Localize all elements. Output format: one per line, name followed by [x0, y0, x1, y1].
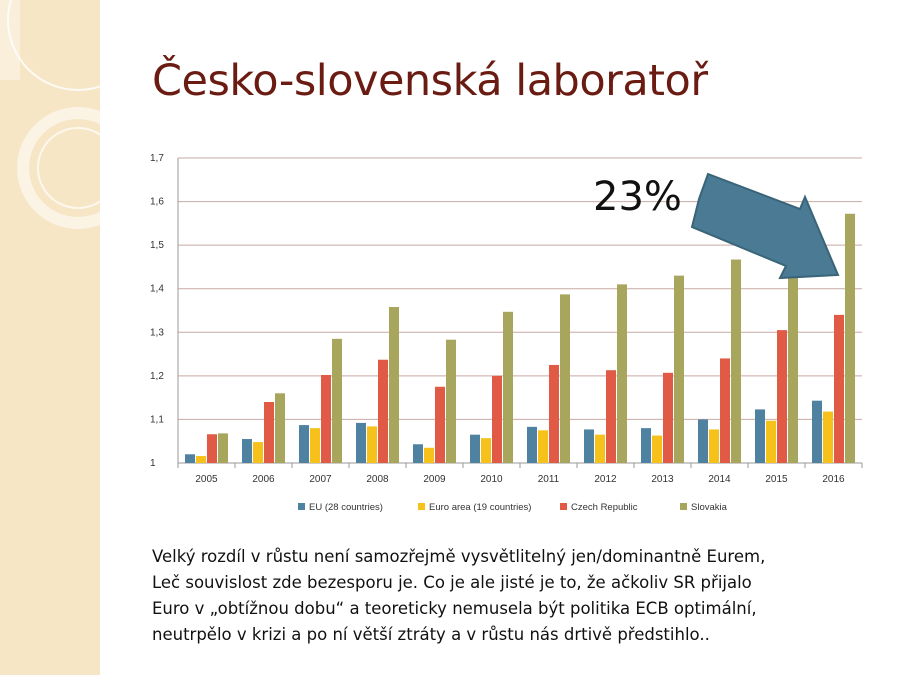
annotation-arrow	[690, 172, 840, 280]
body-line: Euro v „obtížnou dobu“ a teoreticky nemu…	[152, 599, 757, 618]
bar	[503, 311, 513, 463]
bar	[356, 422, 366, 463]
legend-swatch	[298, 503, 305, 510]
y-tick-label: 1,6	[150, 197, 164, 208]
bar	[812, 400, 822, 463]
x-tick-label: 2007	[309, 474, 332, 485]
x-tick-label: 2011	[538, 474, 560, 485]
bar	[720, 358, 730, 463]
bar	[253, 442, 263, 463]
slide-title: Česko-slovenská laboratoř	[152, 56, 708, 106]
bar	[481, 438, 491, 463]
bar	[788, 236, 798, 463]
bar	[332, 338, 342, 463]
bar	[196, 456, 206, 463]
bar	[470, 434, 480, 463]
y-tick-label: 1,5	[150, 240, 164, 251]
bar	[595, 434, 605, 463]
bar	[766, 420, 776, 463]
decorative-sidebar	[0, 0, 100, 675]
x-tick-label: 2010	[480, 474, 503, 485]
x-tick-label: 2008	[366, 474, 389, 485]
bar	[709, 429, 719, 463]
bar	[321, 374, 331, 463]
y-tick-label: 1,7	[150, 153, 164, 164]
bar	[698, 419, 708, 463]
legend-label: Slovakia	[691, 502, 728, 513]
bar	[755, 409, 765, 463]
legend-label: Euro area (19 countries)	[429, 502, 531, 513]
bar	[538, 430, 548, 463]
bar	[617, 284, 627, 463]
bar	[185, 454, 195, 463]
bar	[606, 370, 616, 463]
decorative-circles	[0, 0, 100, 675]
body-line: Leč souvislost zde bezesporu je. Co je a…	[152, 573, 752, 592]
bar	[834, 314, 844, 463]
bar	[275, 393, 285, 463]
bar	[731, 259, 741, 463]
bar	[777, 330, 787, 463]
bar	[218, 433, 228, 463]
y-tick-label: 1,1	[150, 414, 164, 425]
bar	[823, 411, 833, 463]
y-tick-label: 1,2	[150, 371, 164, 382]
body-line: neutrpělo v krizi a po ní větší ztráty a…	[152, 625, 710, 644]
bar	[584, 429, 594, 463]
x-tick-label: 2016	[822, 474, 845, 485]
body-text: Velký rozdíl v růstu není samozřejmě vys…	[152, 544, 872, 648]
legend-label: EU (28 countries)	[309, 502, 383, 513]
bar	[242, 439, 252, 463]
legend-label: Czech Republic	[571, 502, 638, 513]
bar	[845, 213, 855, 463]
x-tick-label: 2005	[195, 474, 218, 485]
bar	[560, 294, 570, 463]
growth-callout: 23%	[593, 174, 682, 220]
x-tick-label: 2009	[423, 474, 446, 485]
bar	[492, 375, 502, 463]
bar	[641, 428, 651, 463]
bar	[527, 426, 537, 463]
bar	[674, 275, 684, 463]
bar	[549, 364, 559, 463]
x-tick-label: 2006	[252, 474, 275, 485]
bar	[652, 435, 662, 463]
y-tick-label: 1	[150, 458, 156, 469]
y-tick-label: 1,4	[150, 284, 164, 295]
bar	[424, 447, 434, 463]
bar	[367, 426, 377, 463]
bar	[299, 425, 309, 463]
x-tick-label: 2014	[708, 474, 731, 485]
bar	[663, 372, 673, 463]
bar	[207, 434, 217, 463]
body-line: Velký rozdíl v růstu není samozřejmě vys…	[152, 547, 766, 566]
bar	[435, 386, 445, 463]
x-tick-label: 2013	[651, 474, 674, 485]
legend-swatch	[560, 503, 567, 510]
legend-swatch	[418, 503, 425, 510]
bar	[310, 428, 320, 463]
bar	[389, 307, 399, 463]
bar	[446, 339, 456, 463]
bar	[413, 444, 423, 463]
bar	[378, 359, 388, 463]
bar	[264, 402, 274, 463]
y-tick-label: 1,3	[150, 327, 164, 338]
x-tick-label: 2015	[765, 474, 788, 485]
x-tick-label: 2012	[594, 474, 617, 485]
legend-swatch	[680, 503, 687, 510]
